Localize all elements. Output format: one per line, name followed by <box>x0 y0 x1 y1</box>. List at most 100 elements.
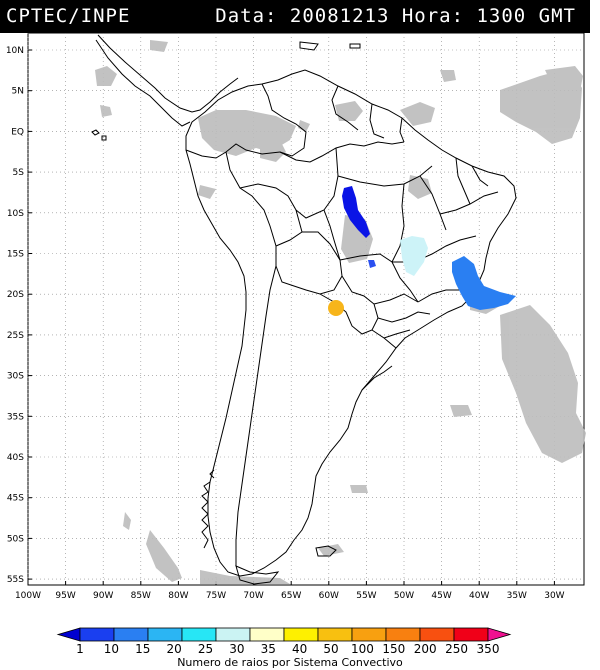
southeast-coast-system <box>452 256 516 310</box>
cloud-patch <box>200 570 290 584</box>
cloud-patch <box>335 101 363 121</box>
lat-label: 50S <box>7 534 24 544</box>
south-america-coast <box>185 69 517 577</box>
brazil-state-line <box>455 157 471 205</box>
falkland-islands <box>315 545 337 557</box>
caribbean-islands <box>299 41 361 51</box>
lon-label: 35W <box>507 591 527 601</box>
lat-label: 35S <box>7 412 24 422</box>
brazil-state-line <box>383 329 411 339</box>
colorbar <box>56 627 512 642</box>
suriname-border <box>369 103 385 139</box>
colorbar-tick-label: 200 <box>414 642 437 656</box>
convective-systems <box>328 186 516 316</box>
brazil-state-line <box>471 165 489 187</box>
colorbar-segment <box>453 627 489 642</box>
cloud-patch <box>450 405 472 417</box>
colorbar-segment <box>79 627 115 642</box>
cloud-patch <box>440 70 456 82</box>
colorbar-segment <box>181 627 217 642</box>
lon-label: 100W <box>15 591 41 601</box>
brazil-state-line <box>337 165 433 187</box>
colorbar-segment <box>419 627 455 642</box>
paraguay-system <box>328 300 344 316</box>
colorbar-tick-label: 15 <box>135 642 150 656</box>
legend-title: Numero de raios por Sistema Convectivo <box>177 656 403 669</box>
colorbar-tick-label: 150 <box>382 642 405 656</box>
lat-label: 10S <box>7 209 24 219</box>
french-guiana-border <box>399 117 405 143</box>
colorbar-segment <box>249 627 285 642</box>
lat-label: 10N <box>6 46 24 56</box>
lat-label: 5S <box>13 168 25 178</box>
cloud-patch <box>408 175 432 199</box>
colorbar-segment <box>113 627 149 642</box>
lon-label: 30W <box>544 591 564 601</box>
peru-border <box>225 151 277 266</box>
colorbar-segment <box>147 627 183 642</box>
chile-argentina-border <box>235 265 277 566</box>
lon-label: 65W <box>281 591 301 601</box>
lat-label: 15S <box>7 250 24 260</box>
cloud-patch <box>123 512 131 530</box>
lat-label: EQ <box>11 127 24 137</box>
lon-label: 75W <box>206 591 226 601</box>
lon-label: 95W <box>55 591 75 601</box>
brazil-north-border <box>279 141 405 163</box>
brazil-state-line <box>373 293 419 305</box>
central-america-coast <box>97 34 239 113</box>
tierra-del-fuego <box>235 565 280 585</box>
colorbar-segment <box>385 627 421 642</box>
colorbar-tick-label: 1 <box>76 642 84 656</box>
brazil-state-line <box>295 147 339 219</box>
latitude-labels: 10N 5N EQ 5S 10S 15S 20S 25S 30S 35S 40S 45S 50S 55S <box>6 46 24 585</box>
colorbar-segment <box>215 627 251 642</box>
colorbar-segment <box>351 627 387 642</box>
lon-label: 55W <box>356 591 376 601</box>
cloud-patch <box>260 140 286 162</box>
colorbar-tick-label: 50 <box>323 642 338 656</box>
lon-label: 70W <box>243 591 263 601</box>
colorbar-tick-label: 350 <box>477 642 500 656</box>
lat-label: 25S <box>7 331 24 341</box>
cloud-patch <box>350 485 368 493</box>
lon-label: 45W <box>431 591 451 601</box>
longitude-labels: 100W 95W 90W 85W 80W 75W 70W 65W 60W 55W 50W 45W 40W… <box>15 591 565 601</box>
colorbar-tick-label: 250 <box>445 642 468 656</box>
colorbar-segment <box>317 627 353 642</box>
ecuador-border <box>185 143 281 159</box>
lat-label: 30S <box>7 372 24 382</box>
lat-label: 5N <box>12 87 24 97</box>
lat-label: 40S <box>7 453 24 463</box>
colorbar-tick-label: 35 <box>261 642 276 656</box>
galapagos-islands <box>91 129 107 141</box>
legend: 1 10 15 20 25 30 35 40 50 100 150 200 250 350 Numero … <box>56 627 512 669</box>
cloud-patch <box>146 530 182 582</box>
colorbar-tick-label: 40 <box>292 642 307 656</box>
uruguay-border <box>361 365 393 391</box>
lon-label: 80W <box>168 591 188 601</box>
goias-system <box>400 236 428 276</box>
guyana-border <box>331 85 359 131</box>
cloud-patch <box>298 120 310 132</box>
central-america-pacific <box>95 39 191 127</box>
brazil-state-line <box>391 183 405 263</box>
colorbar-tick-label: 30 <box>229 642 244 656</box>
lon-label: 90W <box>93 591 113 601</box>
colorbar-tick-label: 25 <box>198 642 213 656</box>
lat-label: 20S <box>7 290 24 300</box>
header-bar: CPTEC/INPE Data: 20081213 Hora: 1300 GMT <box>0 0 590 33</box>
header-source: CPTEC/INPE <box>6 5 131 27</box>
chile-fjords <box>201 469 215 549</box>
colorbar-tick-label: 10 <box>104 642 119 656</box>
cloud-patch <box>198 185 216 199</box>
lon-label: 40W <box>469 591 489 601</box>
header-datetime: Data: 20081213 Hora: 1300 GMT <box>215 5 576 27</box>
brazil-state-line <box>323 209 341 261</box>
mato-grosso-small-system <box>368 260 376 268</box>
lon-label: 85W <box>131 591 151 601</box>
colorbar-tick-label: 100 <box>351 642 374 656</box>
cloud-patch <box>545 66 583 100</box>
colorbar-labels: 1 10 15 20 25 30 35 40 50 100 150 200 250 350 <box>76 642 499 656</box>
lat-label: 55S <box>7 575 24 585</box>
